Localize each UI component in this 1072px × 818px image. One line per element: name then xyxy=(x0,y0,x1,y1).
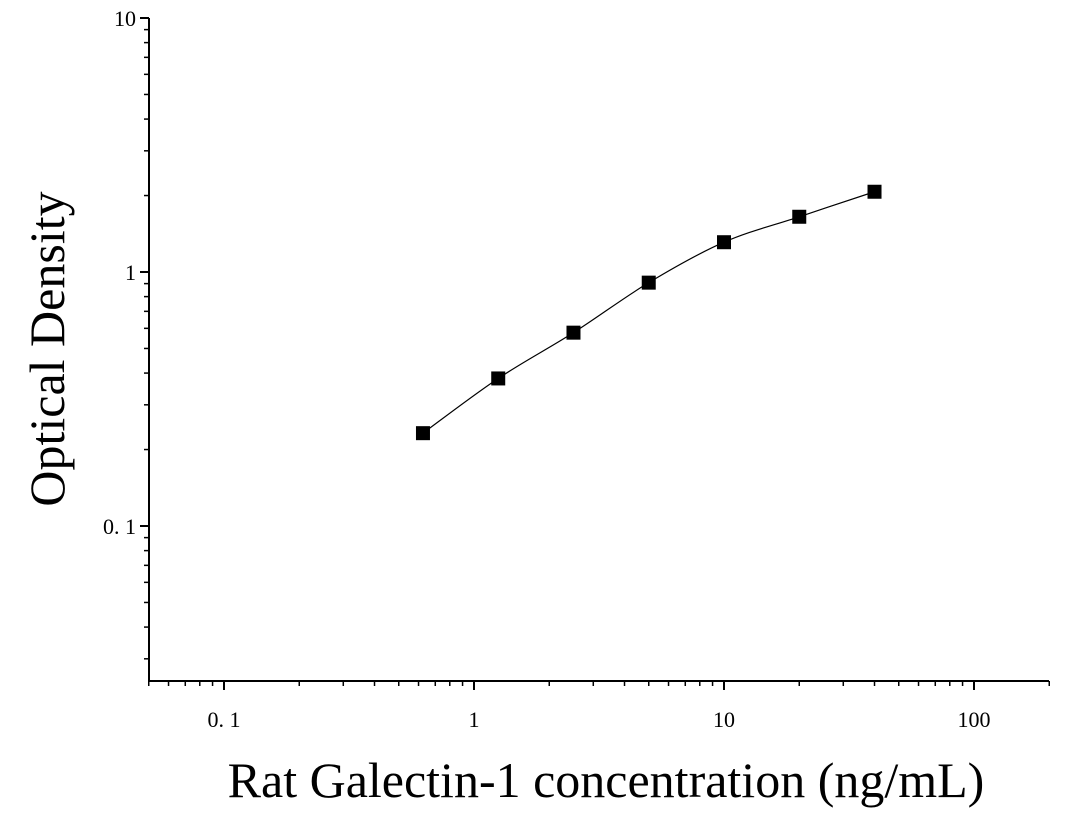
x-tick-labels: 0. 1 1 10 100 xyxy=(208,707,991,732)
data-point xyxy=(867,184,882,199)
data-point xyxy=(566,325,581,340)
fit-curve xyxy=(422,191,875,434)
y-tick-label: 0. 1 xyxy=(103,514,136,539)
plot-area xyxy=(140,17,1051,690)
x-tick-label: 100 xyxy=(958,707,991,732)
major-ticks xyxy=(140,17,975,690)
y-tick-label: 1 xyxy=(125,260,136,285)
data-point xyxy=(717,235,731,250)
x-tick-label: 10 xyxy=(713,707,735,732)
x-tick-label: 1 xyxy=(469,707,480,732)
data-point xyxy=(641,275,656,290)
y-tick-labels: 0. 1 1 10 xyxy=(103,6,136,539)
minor-ticks xyxy=(144,28,1051,686)
data-points xyxy=(415,184,882,441)
y-tick-label: 10 xyxy=(114,6,136,31)
data-point xyxy=(415,426,430,441)
data-point xyxy=(491,371,506,386)
y-axis-title: Optical Density xyxy=(19,191,75,506)
x-axis-title: Rat Galectin-1 concentration (ng/mL) xyxy=(228,752,985,808)
data-point xyxy=(792,209,807,224)
x-tick-label: 0. 1 xyxy=(208,707,241,732)
